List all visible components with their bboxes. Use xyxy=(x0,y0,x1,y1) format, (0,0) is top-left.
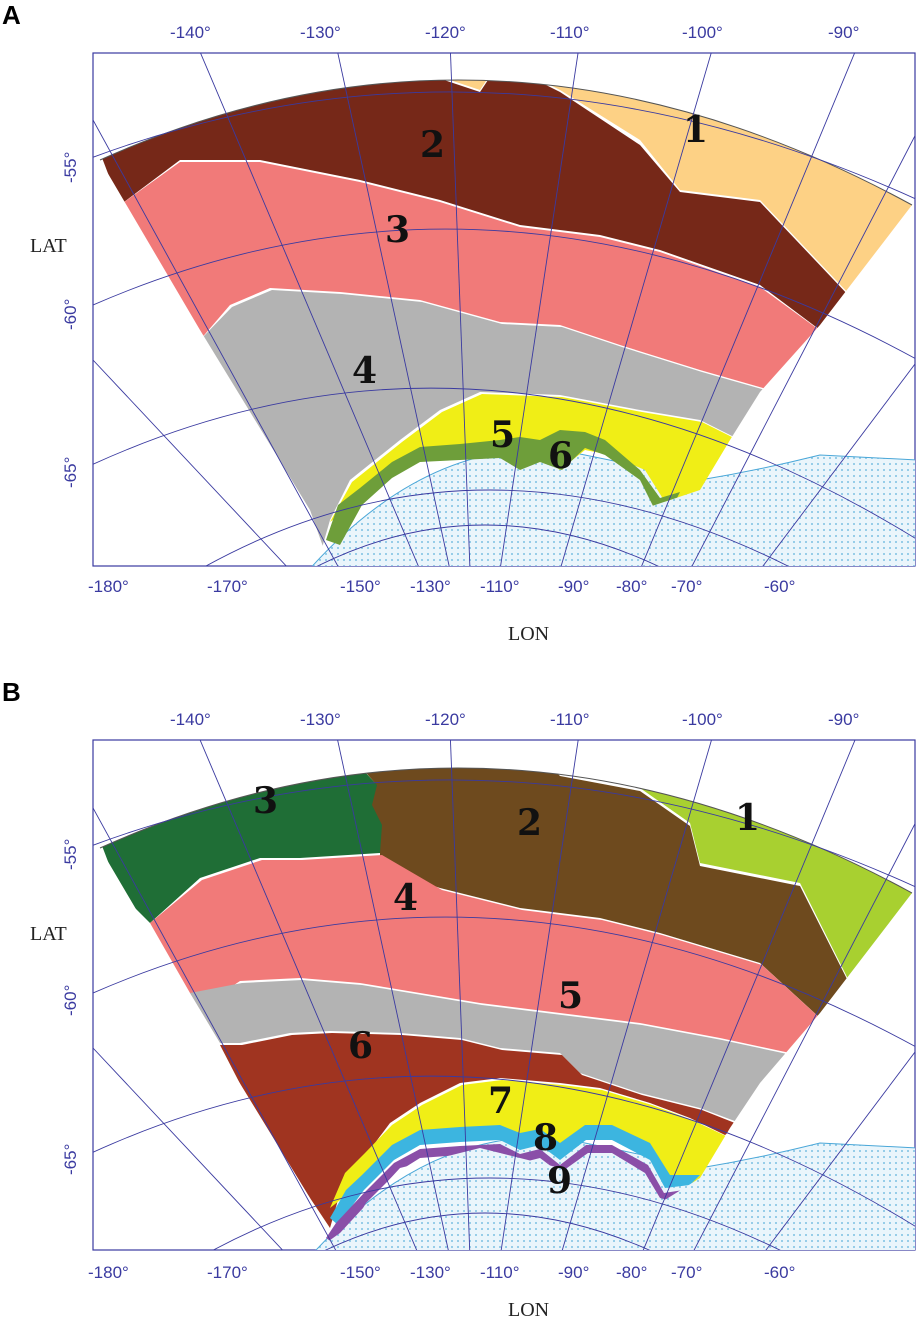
fan-outer-edge xyxy=(99,767,913,894)
bottom-lon-tick: -70° xyxy=(671,577,702,596)
bottom-lon-tick: -60° xyxy=(764,577,795,596)
zone-label-2: 2 xyxy=(420,124,445,166)
zone-5-region xyxy=(190,980,792,1123)
bottom-lon-tick: -110° xyxy=(480,1263,520,1282)
top-lon-tick: -140° xyxy=(170,23,211,42)
zone-label-1: 1 xyxy=(735,797,760,839)
lat-tick: -55° xyxy=(61,839,80,870)
bottom-lon-tick: -130° xyxy=(410,1263,451,1282)
lat-tick: -60° xyxy=(61,985,80,1016)
zone-7-region xyxy=(330,1080,728,1208)
zone-label-6: 6 xyxy=(548,435,573,477)
bottom-lon-tick: -180° xyxy=(88,1263,129,1282)
zone-4-region xyxy=(150,855,822,1053)
fan-outer-edge xyxy=(99,79,913,206)
panel-label-b: B xyxy=(2,677,21,707)
panel-label-a: A xyxy=(2,0,21,30)
bottom-lon-tick: -150° xyxy=(340,1263,381,1282)
bottom-lon-tick: -150° xyxy=(340,577,381,596)
zone-label-9: 9 xyxy=(547,1160,572,1202)
top-lon-tick: -90° xyxy=(828,23,859,42)
graticule xyxy=(93,53,915,566)
map-b: B xyxy=(2,677,916,1321)
zone-label-1: 1 xyxy=(683,109,708,151)
top-lon-tick: -130° xyxy=(300,23,341,42)
zone-label-3: 3 xyxy=(385,209,410,251)
top-lon-tick: -130° xyxy=(300,710,341,729)
bottom-lon-tick: -180° xyxy=(88,577,129,596)
zone-label-6: 6 xyxy=(348,1025,373,1067)
zone-label-8: 8 xyxy=(533,1117,558,1159)
lat-tick: -65° xyxy=(61,1144,80,1175)
zone-label-7: 7 xyxy=(488,1080,513,1122)
top-lon-tick: -120° xyxy=(425,710,466,729)
x-axis-label: LON xyxy=(508,1299,549,1321)
zone-2-region xyxy=(340,768,850,1018)
zone-6-region xyxy=(220,1033,740,1228)
top-lon-tick: -140° xyxy=(170,710,211,729)
bottom-lon-tick: -170° xyxy=(207,577,248,596)
y-axis-label: LAT xyxy=(30,235,67,257)
bottom-lon-tick: -60° xyxy=(764,1263,795,1282)
antarctica-land xyxy=(315,1136,915,1250)
x-axis-label: LON xyxy=(508,623,549,645)
zone-6-region xyxy=(326,430,680,545)
panel-a: A xyxy=(2,0,916,645)
top-lon-tick: -100° xyxy=(682,710,723,729)
top-lon-tick: -110° xyxy=(550,710,590,729)
zone-label-5: 5 xyxy=(490,414,515,456)
zone-label-4: 4 xyxy=(352,350,377,392)
zone-3-region xyxy=(120,162,822,390)
bottom-lon-tick: -80° xyxy=(616,1263,647,1282)
bottom-lon-tick: -90° xyxy=(558,1263,589,1282)
zone-5-region xyxy=(330,394,742,522)
top-lon-tick: -90° xyxy=(828,710,859,729)
y-axis-label: LAT xyxy=(30,923,67,945)
top-lon-tick: -110° xyxy=(550,23,590,42)
lat-tick: -65° xyxy=(61,457,80,488)
lat-tick: -55° xyxy=(61,152,80,183)
zone-2-region xyxy=(100,80,850,330)
bottom-lon-tick: -70° xyxy=(671,1263,702,1282)
zone-8-region xyxy=(330,1125,700,1225)
top-lon-tick: -120° xyxy=(425,23,466,42)
graticule xyxy=(93,740,915,1250)
zone-4-region xyxy=(200,290,772,555)
bottom-lon-tick: -80° xyxy=(616,577,647,596)
zone-label-4: 4 xyxy=(393,877,418,919)
zone-label-2: 2 xyxy=(517,802,542,844)
map-a: A xyxy=(2,0,916,645)
bottom-lon-tick: -110° xyxy=(480,577,520,596)
zone-label-5: 5 xyxy=(558,975,583,1017)
lat-tick: -60° xyxy=(61,299,80,330)
bottom-lon-tick: -130° xyxy=(410,577,451,596)
panel-b: B xyxy=(0,663,918,1326)
bottom-lon-tick: -90° xyxy=(558,577,589,596)
top-lon-tick: -100° xyxy=(682,23,723,42)
zone-label-3: 3 xyxy=(253,780,278,822)
bottom-lon-tick: -170° xyxy=(207,1263,248,1282)
